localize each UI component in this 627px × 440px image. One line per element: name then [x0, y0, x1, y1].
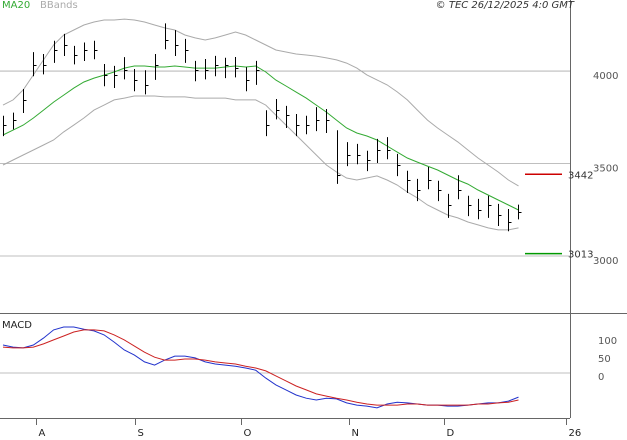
x-tick-label: N: [352, 428, 359, 439]
x-tick-label: A: [39, 428, 46, 439]
level-label: 3442: [568, 170, 593, 181]
band-upper: [2, 18, 519, 187]
level-label: 3013: [568, 250, 593, 261]
legend-bands: BBands: [40, 0, 78, 11]
y-tick-label: 50: [598, 354, 611, 365]
band-lower: [2, 95, 519, 231]
macd-title: MACD: [2, 320, 32, 331]
x-tick-label: O: [244, 428, 252, 439]
macd-line: [2, 329, 519, 406]
y-tick-label: 3000: [593, 256, 618, 267]
y-tick-label: 3500: [593, 164, 618, 175]
y-tick-label: 100: [598, 336, 617, 347]
x-tick-label: S: [138, 428, 144, 439]
y-tick-label: 4000: [593, 71, 618, 82]
macd-line: [2, 326, 519, 409]
x-tick-label: D: [447, 428, 455, 439]
ma-line: [2, 65, 519, 211]
credit: © TEC 26/12/2025 4:0 GMT: [436, 0, 575, 11]
legend-ma: MA20: [2, 0, 30, 11]
x-tick-label: 26: [569, 428, 582, 439]
y-tick-label: 0: [598, 372, 604, 383]
